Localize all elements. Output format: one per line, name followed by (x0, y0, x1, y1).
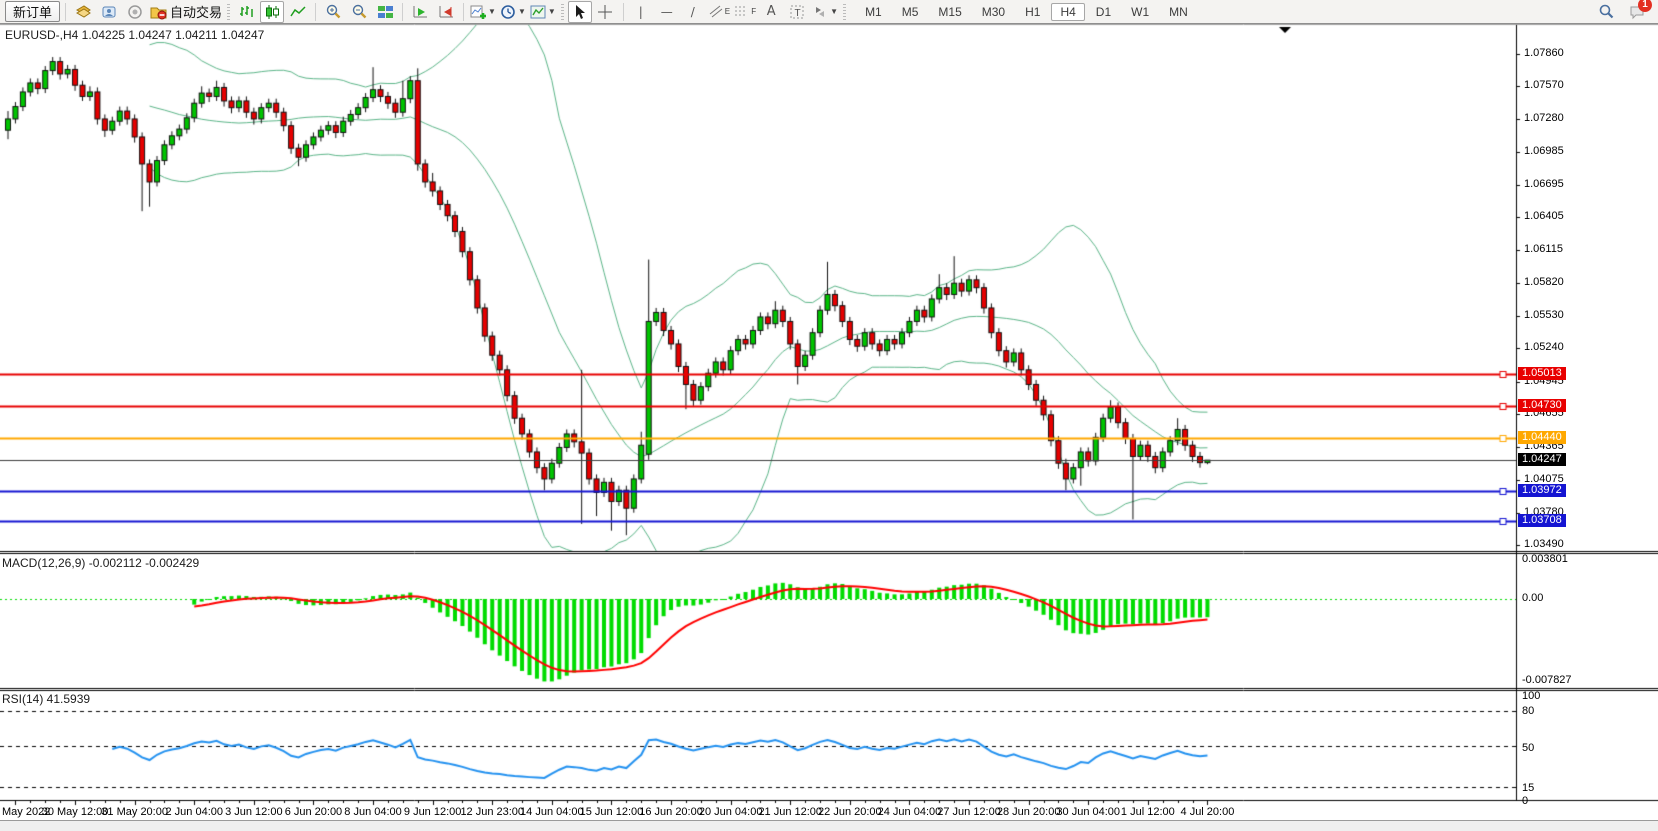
chart-shift-icon (438, 4, 455, 20)
indicators-button[interactable]: ▼ (469, 1, 497, 23)
text-label-button[interactable]: T (785, 1, 809, 23)
cursor-button[interactable] (567, 0, 592, 23)
dropdown-arrow-icon: ▼ (547, 7, 556, 16)
separator (463, 2, 465, 21)
bar-chart-icon (238, 4, 255, 20)
tile-windows-button[interactable] (373, 1, 397, 23)
signals-button[interactable] (123, 1, 147, 23)
candlestick-chart-button[interactable] (260, 0, 285, 23)
fibo-letter: F (751, 7, 757, 16)
signal-icon (127, 4, 144, 20)
separator (315, 2, 317, 21)
new-order-button[interactable]: 新订单 (5, 1, 61, 22)
zoom-in-button[interactable] (321, 1, 345, 23)
arrows-icon (812, 4, 829, 20)
fibonacci-button[interactable]: F (733, 1, 757, 23)
channel-letter: E (724, 7, 731, 16)
notification-badge: 1 (1638, 0, 1652, 12)
zoom-out-button[interactable] (347, 1, 371, 23)
trendline-button[interactable]: / (681, 1, 705, 23)
equidistant-channel-icon (708, 4, 725, 20)
vertical-line-button[interactable]: | (629, 1, 653, 23)
notifications-button[interactable]: 1 (1625, 0, 1652, 23)
toolbar-handle (560, 3, 564, 20)
indicators-icon (470, 4, 487, 20)
timeframe-h1[interactable]: H1 (1025, 4, 1041, 19)
search-icon (1598, 4, 1615, 20)
window-bottom-strip (0, 820, 1658, 831)
fibonacci-icon (734, 4, 751, 20)
tile-windows-icon (377, 4, 394, 20)
separator (402, 2, 404, 21)
crosshair-icon (597, 4, 614, 20)
timeframe-m1[interactable]: M1 (865, 4, 882, 19)
zoom-out-icon (351, 4, 368, 20)
channel-button[interactable]: E (707, 1, 731, 23)
horizontal-line-icon: — (660, 4, 673, 19)
zoom-in-icon (325, 4, 342, 20)
dropdown-arrow-icon: ▼ (517, 7, 526, 16)
autotrading-icon (150, 4, 167, 20)
svg-text:T: T (794, 8, 800, 19)
timeframe-buttons: M1 M5 M15 M30 H1 H4 D1 W1 MN (855, 2, 1198, 21)
periods-button[interactable]: ▼ (499, 1, 527, 23)
autotrading-button[interactable]: 自动交易 (149, 1, 223, 23)
cursor-icon (571, 4, 588, 20)
arrows-button[interactable]: ▼ (811, 1, 839, 23)
clock-icon (500, 4, 517, 20)
trendline-icon: / (690, 4, 695, 19)
separator (622, 2, 624, 21)
text-icon: A (766, 4, 776, 19)
dropdown-arrow-icon: ▼ (488, 7, 496, 16)
timeframe-d1[interactable]: D1 (1095, 4, 1112, 19)
search-button[interactable] (1594, 1, 1618, 23)
auto-scroll-icon (412, 4, 429, 20)
bar-chart-button[interactable] (234, 1, 258, 23)
text-button[interactable]: A (759, 1, 783, 23)
chart-shift-button[interactable] (434, 1, 458, 23)
charts-cascade-button[interactable] (71, 1, 95, 23)
line-chart-button[interactable] (286, 1, 310, 23)
timeframe-h4[interactable]: H4 (1051, 2, 1085, 21)
horizontal-line-button[interactable]: — (655, 1, 679, 23)
timeframe-w1[interactable]: W1 (1131, 4, 1150, 19)
timeframe-m5[interactable]: M5 (901, 4, 919, 19)
candlestick-chart-icon (264, 4, 281, 20)
auto-scroll-button[interactable] (408, 1, 432, 23)
profiles-button[interactable] (97, 1, 121, 23)
dropdown-arrow-icon: ▼ (830, 7, 839, 16)
crosshair-button[interactable] (594, 1, 618, 23)
template-icon (530, 4, 547, 20)
timeframe-m30[interactable]: M30 (981, 4, 1006, 19)
timeframe-m15[interactable]: M15 (938, 4, 962, 19)
autotrading-label: 自动交易 (170, 5, 223, 20)
separator (65, 2, 67, 21)
vertical-line-icon: | (638, 4, 643, 19)
text-label-icon: T (789, 4, 806, 20)
line-chart-icon (289, 4, 307, 20)
profiles-icon (101, 4, 118, 20)
charts-icon (75, 4, 92, 20)
timeframe-mn[interactable]: MN (1169, 4, 1188, 19)
templates-button[interactable]: ▼ (529, 1, 557, 23)
toolbar-handle (227, 3, 231, 20)
toolbar-handle (843, 3, 847, 20)
main-toolbar: 新订单 自动交易 ▼ ▼ ▼ | — / E F A T ▼ M1 M5 M15 M3… (0, 0, 1658, 24)
